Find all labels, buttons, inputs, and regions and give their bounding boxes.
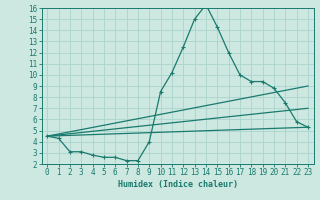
X-axis label: Humidex (Indice chaleur): Humidex (Indice chaleur) xyxy=(118,180,237,189)
